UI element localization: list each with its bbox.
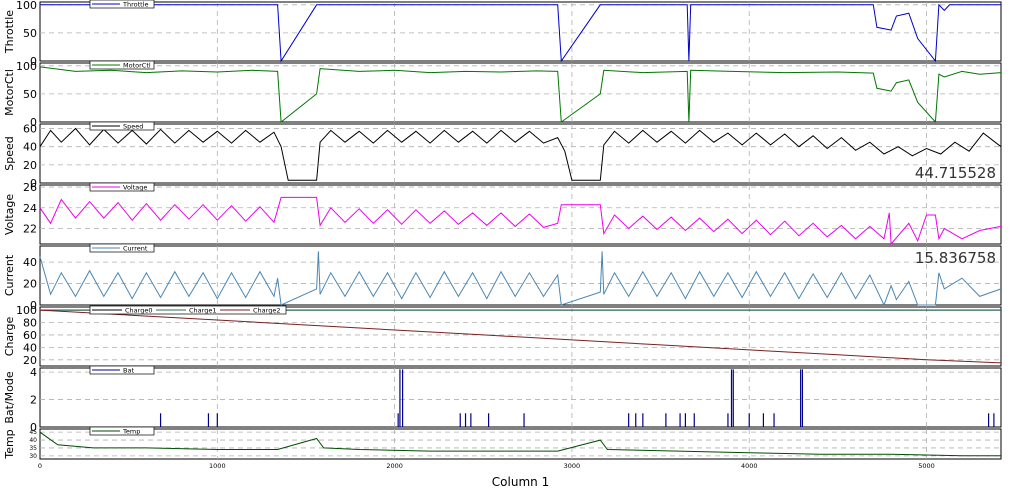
y-axis-label: Temp	[3, 429, 16, 459]
legend-box	[89, 243, 155, 253]
y-axis-label: MotorCtl	[3, 69, 16, 116]
y-tick-label: 100	[16, 0, 37, 12]
panel-frame	[39, 62, 1002, 123]
y-tick-label: 0	[30, 421, 37, 434]
x-tick-label: 2000	[386, 462, 403, 470]
x-tick-label: 1000	[209, 462, 226, 470]
y-tick-label: 40	[23, 256, 37, 269]
legend-box	[89, 121, 155, 131]
y-tick-label: 20	[23, 354, 37, 367]
series-line-throttle	[40, 3, 1001, 63]
y-tick-label: 60	[23, 123, 37, 136]
y-axis-label: Voltage	[3, 194, 16, 235]
panel-voltage: 22 24 26 Voltage Voltage	[3, 181, 1002, 246]
series-line-current	[39, 251, 1002, 307]
y-tick-label: 0	[30, 116, 37, 129]
y-tick-label: 100	[16, 304, 37, 317]
y-axis-label: Current	[3, 254, 16, 296]
y-tick-label: 40	[23, 141, 37, 154]
y-tick-label: 60	[23, 329, 37, 342]
panel-frame	[39, 123, 1002, 184]
legend-label: Charge1	[189, 307, 216, 315]
y-axis-label: Throttle	[3, 10, 16, 54]
y-tick-label: 80	[23, 317, 37, 330]
legend-box	[89, 60, 155, 70]
y-tick-label: 0	[30, 55, 37, 68]
y-tick-label: 20	[23, 278, 37, 291]
legend-label: Voltage	[123, 184, 147, 192]
y-tick-label: 30	[29, 453, 37, 460]
y-tick-label: 40	[23, 341, 37, 354]
x-tick-label: 3000	[564, 462, 581, 470]
y-tick-label: 24	[23, 202, 37, 215]
legend-label: Charge2	[253, 307, 280, 315]
panel-batmode: 0 2 4 Bat/Mode Bat	[3, 365, 1002, 434]
y-tick-label: 4	[30, 366, 37, 379]
series-line-speed	[39, 127, 1002, 181]
x-tick-label: 4000	[741, 462, 758, 470]
y-tick-label: 50	[23, 27, 37, 40]
x-axis-label: Column 1	[492, 475, 549, 489]
panel-frame	[39, 1, 1002, 62]
y-axis-label: Bat/Mode	[3, 371, 16, 424]
x-tick-label: 5000	[918, 462, 935, 470]
panel-current: 0 20 40 Current Current 15.836758	[3, 243, 1002, 312]
y-tick-label: 35	[29, 445, 37, 452]
legend-box	[89, 0, 155, 9]
panel-frame	[39, 367, 1002, 428]
readout-value: 44.715528	[915, 164, 996, 182]
legend-label: Charge0	[125, 307, 152, 315]
legend-label: MotorCtl	[123, 62, 151, 70]
panel-frame	[39, 184, 1002, 245]
panel-speed: 0 20 40 60 Speed Speed 44.715528	[3, 121, 1002, 190]
legend-box	[89, 365, 155, 375]
y-tick-label: 22	[23, 222, 37, 235]
y-tick-label: 0	[30, 299, 37, 312]
y-tick-label: 0	[30, 177, 37, 190]
y-tick-label: 20	[23, 159, 37, 172]
legend-box	[89, 426, 155, 436]
legend-box	[89, 182, 155, 192]
legend-label: Throttle	[122, 1, 149, 9]
y-tick-label: 26	[23, 181, 37, 194]
legend-label: Current	[123, 245, 148, 253]
x-tick-label: 0	[38, 462, 42, 470]
panel-frame	[39, 245, 1002, 306]
y-tick-label: 45	[29, 429, 37, 436]
legend-label: Speed	[123, 123, 143, 131]
y-tick-label: 100	[16, 60, 37, 73]
y-tick-label: 50	[23, 88, 37, 101]
series-line-motorctl	[39, 66, 1002, 124]
series-line-voltage	[39, 196, 1002, 246]
series-line-charge2	[39, 309, 1002, 364]
legend-label: Bat	[123, 367, 134, 375]
y-axis-label: Charge	[3, 317, 16, 357]
readout-value: 15.836758	[915, 249, 996, 267]
y-tick-label: 40	[29, 437, 37, 444]
y-tick-label: 2	[30, 394, 37, 407]
y-axis-label: Speed	[3, 136, 16, 170]
legend-label: Temp	[122, 428, 140, 436]
series-line-temp	[39, 431, 1001, 457]
legend-box	[89, 305, 287, 315]
